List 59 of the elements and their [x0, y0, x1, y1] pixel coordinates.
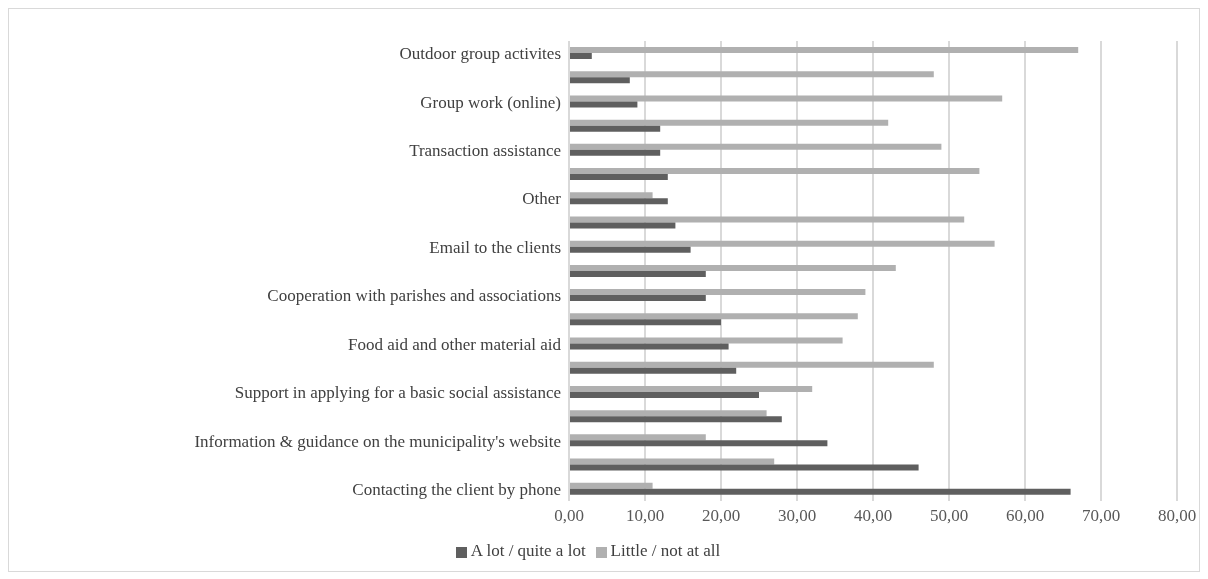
bar	[569, 361, 934, 368]
bar	[569, 77, 630, 84]
y-tick-label: Information & guidance on the municipality's website	[194, 431, 561, 451]
bar	[569, 53, 592, 59]
bar	[569, 240, 995, 247]
bar	[569, 343, 729, 350]
x-tick-label: 40,00	[853, 506, 893, 526]
y-tick-label: Other	[522, 189, 562, 209]
bar	[569, 119, 889, 126]
bar	[569, 270, 706, 277]
bar	[569, 440, 828, 447]
bar	[569, 337, 843, 344]
bar	[569, 367, 737, 374]
bar	[569, 168, 980, 175]
y-tick-label: Cooperation with parishes and associations	[267, 286, 561, 306]
bar	[569, 149, 661, 156]
bar	[569, 222, 676, 229]
x-tick-label: 70,00	[1081, 506, 1121, 526]
x-tick-label: 10,00	[625, 506, 665, 526]
y-tick-label: Group work (online)	[420, 92, 561, 112]
bar	[569, 192, 653, 199]
y-tick-label: Food aid and other material aid	[348, 334, 562, 354]
bar	[569, 458, 775, 465]
bar	[569, 482, 653, 489]
bar	[569, 313, 858, 320]
legend-label: Little / not at all	[610, 541, 721, 560]
bar	[569, 198, 668, 205]
bar	[569, 434, 706, 441]
y-tick-label: Transaction assistance	[409, 140, 561, 160]
bar	[569, 385, 813, 392]
x-tick-label: 60,00	[1005, 506, 1045, 526]
bar	[569, 295, 706, 302]
x-tick-label: 30,00	[777, 506, 817, 526]
bar	[569, 125, 661, 132]
bar	[569, 464, 919, 471]
y-tick-label: Contacting the client by phone	[352, 479, 561, 499]
bar	[569, 264, 896, 271]
x-tick-label: 80,00	[1157, 506, 1197, 526]
x-tick-label: 20,00	[701, 506, 741, 526]
x-tick-label: 50,00	[929, 506, 969, 526]
bar	[569, 319, 721, 326]
bar	[569, 101, 638, 108]
x-tick-label: 0,00	[554, 506, 584, 526]
bar	[569, 289, 866, 296]
y-tick-label: Support in applying for a basic social assistance	[234, 383, 561, 403]
bar	[569, 488, 1071, 495]
y-tick-label: Outdoor group activites	[399, 44, 561, 64]
bar	[569, 246, 691, 253]
bar	[569, 391, 759, 398]
bar	[569, 416, 782, 423]
bar	[569, 216, 965, 223]
legend-label: A lot / quite a lot	[470, 541, 586, 560]
bar	[569, 174, 668, 181]
bar	[569, 95, 1003, 102]
bar	[569, 47, 1079, 53]
bar	[569, 410, 767, 417]
bar	[569, 71, 934, 78]
bar	[569, 143, 942, 150]
y-tick-label: Email to the clients	[429, 237, 561, 257]
